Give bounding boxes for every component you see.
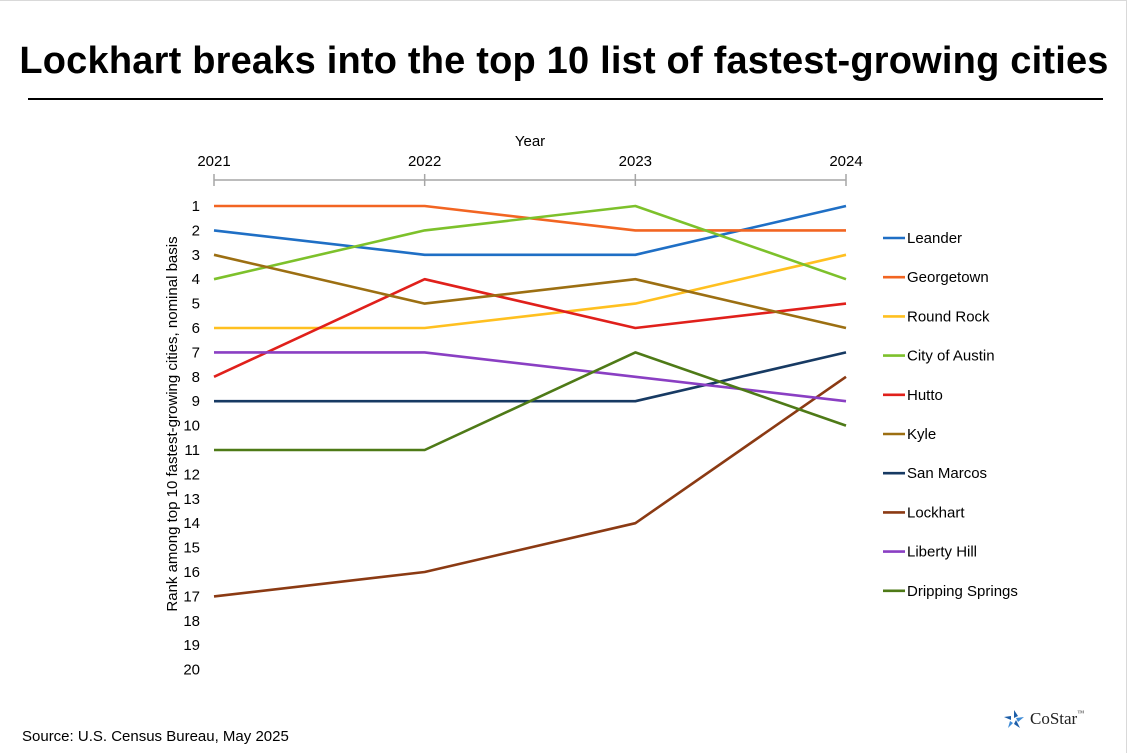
y-tick-label: 4 <box>192 271 200 288</box>
legend-label: Dripping Springs <box>907 583 1018 600</box>
y-tick-label: 9 <box>192 393 200 410</box>
legend-label: Hutto <box>907 387 943 404</box>
costar-logo: CoStar™ <box>1002 708 1084 730</box>
legend-label: San Marcos <box>907 465 987 482</box>
series-line-city-of-austin <box>213 204 847 281</box>
legend-label: Georgetown <box>907 269 989 286</box>
legend-label: Leander <box>907 230 962 247</box>
y-tick-label: 7 <box>192 344 200 361</box>
y-tick-label: 5 <box>192 296 200 313</box>
legend-label: Lockhart <box>907 504 965 521</box>
series-line-lockhart <box>213 375 847 598</box>
x-tick-label: 2021 <box>197 153 230 170</box>
y-tick-label: 3 <box>192 247 200 264</box>
y-tick-label: 13 <box>183 491 200 508</box>
x-axis-title: Year <box>515 133 545 150</box>
y-tick-label: 6 <box>192 320 200 337</box>
y-tick-label: 14 <box>183 515 200 532</box>
y-tick-label: 19 <box>183 637 200 654</box>
series-line-kyle <box>213 253 847 330</box>
series-line-hutto <box>213 277 847 378</box>
y-tick-label: 15 <box>183 540 200 557</box>
y-tick-label: 8 <box>192 369 200 386</box>
logo-text: CoStar™ <box>1030 709 1085 728</box>
y-tick-label: 18 <box>183 613 200 630</box>
chart-title: Lockhart breaks into the top 10 list of … <box>19 40 1109 82</box>
x-tick-label: 2022 <box>408 153 441 170</box>
legend-label: Liberty Hill <box>907 544 977 561</box>
legend-label: Kyle <box>907 426 936 443</box>
y-tick-label: 1 <box>192 198 200 215</box>
costar-star-icon <box>1004 710 1024 728</box>
title-divider <box>28 98 1103 100</box>
x-tick-label: 2023 <box>619 153 652 170</box>
source-note: Source: U.S. Census Bureau, May 2025 <box>22 728 289 745</box>
y-axis-title: Rank among top 10 fastest-growing cities… <box>164 236 181 611</box>
y-tick-label: 11 <box>184 442 200 459</box>
y-tick-label: 17 <box>183 588 200 605</box>
legend-label: Round Rock <box>907 308 990 325</box>
y-tick-label: 12 <box>183 466 200 483</box>
y-tick-label: 16 <box>183 564 200 581</box>
x-tick-label: 2024 <box>829 153 862 170</box>
legend-label: City of Austin <box>907 348 995 365</box>
y-tick-label: 20 <box>183 662 200 679</box>
y-tick-label: 2 <box>192 222 200 239</box>
y-tick-label: 10 <box>183 418 200 435</box>
series-line-dripping-springs <box>214 351 847 452</box>
